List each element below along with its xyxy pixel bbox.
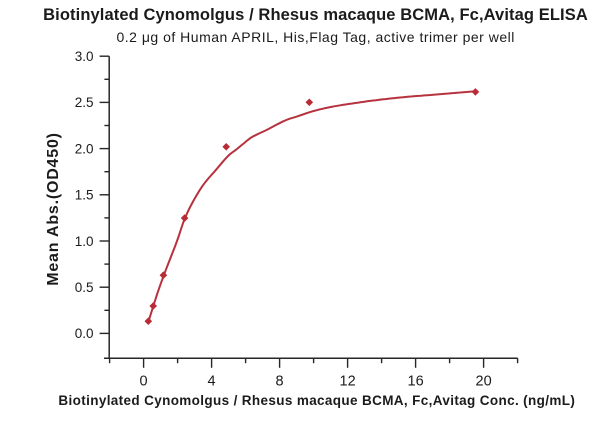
svg-text:8: 8 <box>276 373 284 389</box>
svg-text:2.5: 2.5 <box>75 95 94 110</box>
svg-text:0.0: 0.0 <box>75 326 94 341</box>
svg-text:1.0: 1.0 <box>75 234 94 249</box>
svg-text:1.5: 1.5 <box>75 188 94 203</box>
svg-text:0: 0 <box>140 373 148 389</box>
svg-text:0.5: 0.5 <box>75 280 94 295</box>
svg-text:4: 4 <box>208 373 216 389</box>
svg-text:3.0: 3.0 <box>75 49 94 64</box>
svg-text:16: 16 <box>408 373 424 389</box>
svg-text:12: 12 <box>340 373 356 389</box>
svg-text:20: 20 <box>476 373 492 389</box>
svg-text:2.0: 2.0 <box>75 141 94 156</box>
